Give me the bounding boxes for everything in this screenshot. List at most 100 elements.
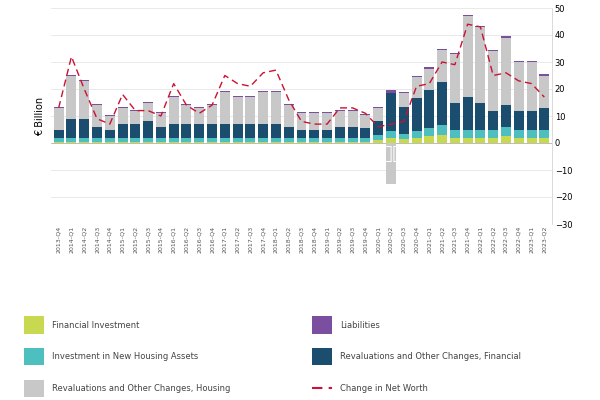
Text: 2014-Q1: 2014-Q1 [69,226,74,253]
Bar [475,138,485,143]
Bar [130,110,140,111]
Bar [130,142,140,143]
Text: 2013-Q4: 2013-Q4 [56,226,61,253]
Text: 2015-Q1: 2015-Q1 [120,226,125,252]
Bar [501,105,511,127]
Bar [118,138,128,142]
Text: 2020-Q3: 2020-Q3 [401,226,406,253]
Bar [23,316,44,334]
Bar [23,348,44,366]
Bar [539,130,550,138]
Text: 2021-Q2: 2021-Q2 [440,226,445,253]
Bar [92,105,102,127]
Text: Revaluations and Other Changes, Housing: Revaluations and Other Changes, Housing [52,384,230,393]
Bar [501,127,511,136]
Bar [361,115,370,128]
Bar [207,142,217,143]
Text: 2023-Q2: 2023-Q2 [542,226,547,253]
Text: 2020-Q1: 2020-Q1 [376,226,380,253]
Bar [309,138,319,142]
Bar [130,138,140,142]
Bar [463,138,473,143]
Text: Change in Net Worth: Change in Net Worth [340,384,428,393]
Text: 2019-Q3: 2019-Q3 [350,226,355,253]
Bar [514,61,524,62]
Bar [463,16,473,97]
Bar [309,130,319,138]
Bar [450,54,460,102]
Bar [437,82,447,126]
Bar [233,124,242,138]
Bar [245,142,256,143]
Bar [92,104,102,105]
Bar [373,121,383,135]
Text: 2014-Q4: 2014-Q4 [107,226,112,253]
Bar [258,92,268,124]
Bar [220,142,230,143]
Bar [488,50,498,51]
Text: 2018-Q4: 2018-Q4 [312,226,317,253]
Bar [79,81,89,119]
Bar [527,61,536,62]
Bar [118,142,128,143]
Bar [412,131,422,138]
Bar [207,138,217,142]
Bar [118,124,128,138]
Bar [361,142,370,143]
Text: 2023-Q1: 2023-Q1 [529,226,534,253]
Bar [424,128,434,136]
Bar [67,76,76,119]
Bar [258,124,268,138]
Bar [322,138,332,142]
Bar [53,107,64,108]
Bar [271,92,281,124]
Text: 2017-Q3: 2017-Q3 [248,226,253,253]
Bar [67,119,76,138]
Bar [143,122,153,138]
Bar [194,108,204,124]
Bar [347,110,358,111]
Bar [207,104,217,105]
Bar [412,138,422,143]
Bar [245,96,256,97]
Bar [475,26,485,27]
Bar [220,138,230,142]
Bar [501,38,511,105]
Bar [181,105,191,124]
Bar [347,138,358,142]
Bar [233,138,242,142]
Bar [335,110,345,111]
Bar [143,138,153,142]
Bar [361,138,370,142]
Bar [245,97,256,124]
Bar [118,107,128,108]
Bar [475,27,485,102]
Bar [309,142,319,143]
Bar [373,135,383,140]
Bar [437,126,447,135]
Bar [79,142,89,143]
Bar [386,138,396,143]
Text: 2016-Q1: 2016-Q1 [171,226,176,252]
Bar [220,91,230,92]
Bar [53,142,64,143]
Bar [527,111,536,130]
Bar [488,130,498,138]
Bar [271,142,281,143]
Bar [105,142,115,143]
Bar [118,108,128,124]
Text: 2017-Q4: 2017-Q4 [260,226,266,253]
Bar [220,124,230,138]
Text: 2017-Q2: 2017-Q2 [235,226,240,253]
Bar [156,138,166,142]
Text: Revaluations and Other Changes, Financial: Revaluations and Other Changes, Financia… [340,352,521,361]
Bar [539,76,550,108]
Bar [271,138,281,142]
Bar [220,92,230,124]
Bar [296,112,307,113]
Bar [514,138,524,143]
Bar [399,134,409,139]
Bar [284,104,294,105]
Bar [399,106,409,134]
Bar [527,130,536,138]
